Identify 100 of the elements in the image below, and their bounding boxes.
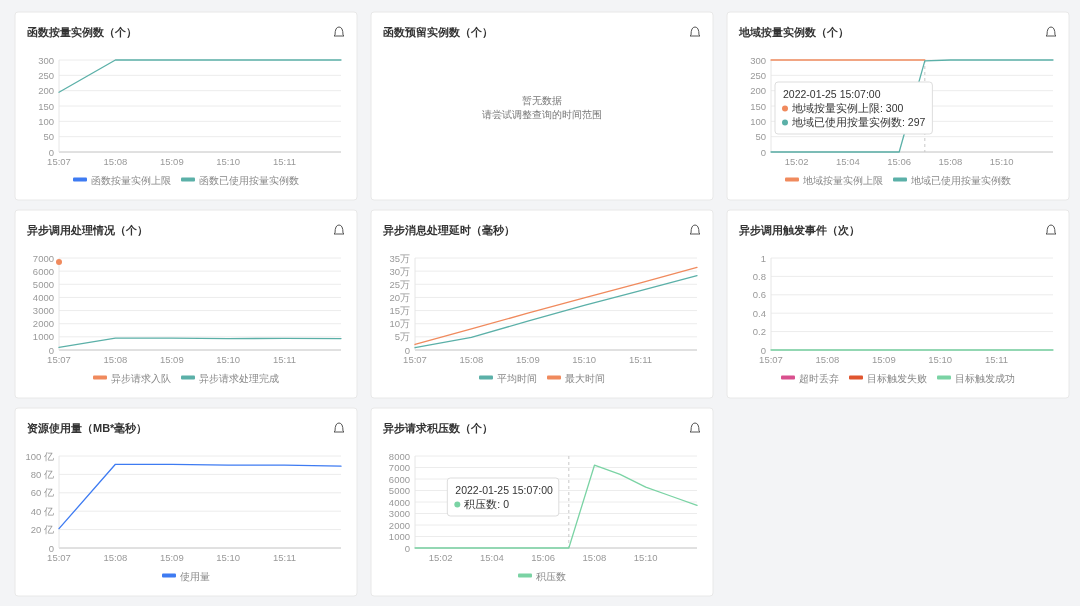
- y-tick-label: 35万: [389, 252, 410, 264]
- y-tick-label: 8000: [388, 450, 410, 462]
- x-tick-label: 15:02: [784, 156, 809, 167]
- y-tick-label: 7000: [388, 462, 410, 473]
- y-tick-label: 2000: [388, 519, 410, 531]
- y-tick-label: 50: [755, 131, 766, 143]
- annotation: 2022-01-25 15:07:00: [455, 484, 553, 496]
- chart-title: 异步消息处理延时（毫秒）: [382, 224, 515, 237]
- x-tick-label: 15:06: [531, 552, 556, 563]
- y-tick-label: 100 亿: [25, 450, 54, 462]
- y-tick-label: 60 亿: [30, 487, 54, 499]
- legend-label: 目标触发失败: [867, 372, 927, 384]
- x-tick-label: 15:08: [459, 354, 484, 365]
- y-tick-label: 3000: [388, 508, 410, 519]
- legend-label: 使用量: [180, 570, 210, 582]
- y-tick-label: 6000: [32, 265, 54, 277]
- x-tick-label: 15:11: [273, 156, 297, 167]
- x-tick-label: 15:09: [871, 354, 896, 365]
- y-tick-label: 4000: [32, 291, 54, 303]
- y-tick-label: 1000: [388, 531, 410, 542]
- legend-label: 最大时间: [565, 372, 605, 384]
- x-tick-label: 15:10: [928, 354, 953, 365]
- y-tick-label: 0: [404, 542, 410, 554]
- y-tick-label: 4000: [388, 496, 410, 508]
- y-tick-label: 0: [760, 146, 766, 158]
- x-tick-label: 15:11: [273, 354, 297, 365]
- y-tick-label: 300: [750, 54, 766, 66]
- y-tick-label: 1000: [32, 331, 54, 343]
- legend-label: 目标触发成功: [955, 372, 1015, 384]
- y-tick-label: 0: [48, 146, 54, 158]
- y-tick-label: 15万: [389, 305, 410, 317]
- chart-title: 异步调用触发事件（次）: [738, 224, 860, 237]
- legend-label: 函数已使用按量实例数: [199, 174, 299, 186]
- y-tick-label: 80 亿: [30, 468, 54, 480]
- x-tick-label: 15:11: [629, 354, 653, 365]
- y-tick-label: 150: [38, 100, 54, 112]
- y-tick-label: 250: [750, 69, 766, 81]
- y-tick-label: 30万: [389, 265, 410, 277]
- y-tick-label: 2000: [32, 318, 54, 330]
- x-tick-label: 15:07: [47, 354, 71, 365]
- legend-label: 地域已使用按量实例数: [910, 174, 1011, 186]
- y-tick-label: 300: [38, 54, 54, 66]
- y-tick-label: 6000: [388, 473, 410, 485]
- y-tick-label: 250: [38, 69, 54, 81]
- x-tick-label: 15:10: [572, 354, 597, 365]
- annotation: 地域按量实例上限: 300: [791, 102, 904, 114]
- y-tick-label: 100: [750, 115, 766, 127]
- x-tick-label: 15:09: [159, 156, 184, 167]
- x-tick-label: 15:11: [273, 552, 297, 563]
- x-tick-label: 15:10: [216, 156, 241, 167]
- x-tick-label: 15:08: [103, 156, 128, 167]
- x-tick-label: 15:07: [47, 156, 71, 167]
- x-tick-label: 15:06: [887, 156, 912, 167]
- y-tick-label: 0.2: [752, 326, 766, 338]
- x-tick-label: 15:08: [582, 552, 607, 563]
- x-tick-label: 15:10: [216, 354, 241, 365]
- x-tick-label: 15:11: [985, 354, 1009, 365]
- legend-label: 异步请求入队: [111, 372, 171, 384]
- chart-title: 地域按量实例数（个）: [738, 26, 849, 39]
- y-tick-label: 0.4: [752, 307, 766, 319]
- legend-label: 积压数: [536, 570, 566, 582]
- y-tick-label: 50: [43, 131, 54, 143]
- line-series: [58, 337, 342, 349]
- y-tick-label: 7000: [32, 252, 54, 264]
- y-tick-label: 0: [48, 542, 54, 554]
- y-tick-label: 0: [48, 344, 54, 356]
- y-tick-label: 150: [750, 100, 766, 112]
- y-tick-label: 20万: [389, 291, 410, 303]
- y-tick-label: 200: [750, 85, 766, 97]
- x-tick-label: 15:09: [159, 552, 184, 563]
- y-tick-label: 0: [760, 344, 766, 356]
- y-tick-label: 5万: [394, 331, 410, 343]
- x-tick-label: 15:04: [836, 156, 860, 167]
- y-tick-label: 25万: [389, 278, 410, 290]
- line-series: [58, 463, 342, 530]
- chart-title: 异步请求积压数（个）: [382, 422, 493, 435]
- annotation: 积压数: 0: [464, 498, 510, 510]
- y-tick-label: 1: [760, 252, 766, 264]
- y-tick-label: 200: [38, 85, 54, 97]
- y-tick-label: 100: [38, 115, 54, 127]
- x-tick-label: 15:09: [515, 354, 540, 365]
- x-tick-label: 15:08: [103, 354, 128, 365]
- chart-title: 资源使用量（MB*毫秒）: [27, 422, 148, 435]
- x-tick-label: 15:10: [633, 552, 658, 563]
- text: 暂无数据: [522, 95, 562, 106]
- legend-label: 平均时间: [497, 372, 537, 384]
- legend-label: 函数按量实例上限: [91, 174, 171, 186]
- x-tick-label: 15:07: [403, 354, 427, 365]
- x-tick-label: 15:08: [815, 354, 840, 365]
- x-tick-label: 15:10: [989, 156, 1014, 167]
- x-tick-label: 15:08: [938, 156, 963, 167]
- x-tick-label: 15:07: [47, 552, 71, 563]
- y-tick-label: 0.6: [752, 289, 766, 301]
- text: 函数预留实例数（个）: [383, 26, 493, 39]
- line-series: [414, 464, 698, 549]
- y-tick-label: 0: [404, 344, 410, 356]
- x-tick-label: 15:04: [480, 552, 504, 563]
- y-tick-label: 3000: [32, 305, 54, 317]
- annotation: 地域已使用按量实例数: 297: [791, 116, 926, 128]
- y-tick-label: 40 亿: [30, 505, 54, 517]
